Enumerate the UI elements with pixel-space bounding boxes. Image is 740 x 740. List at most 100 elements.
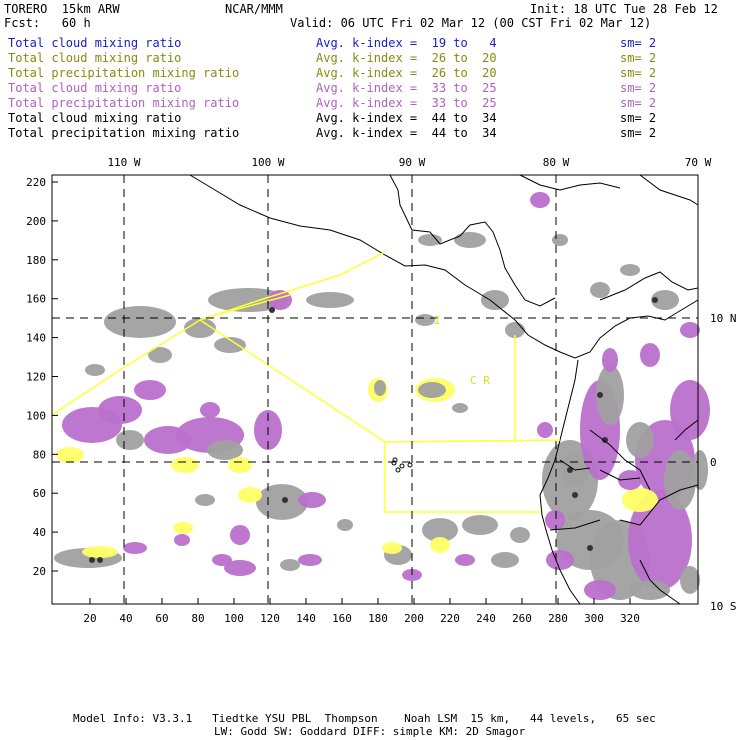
gray-field-patch xyxy=(415,314,435,326)
legend-sm: sm= 2 xyxy=(620,36,657,50)
boundary-line xyxy=(51,251,386,416)
y-tick-label: 80 xyxy=(33,448,46,461)
model-info: Model Info: V3.3.1 Tiedtke YSU PBL Thomp… xyxy=(73,712,656,725)
purple-field-patch xyxy=(298,554,322,566)
coastline xyxy=(674,419,699,441)
x-tick-label: 200 xyxy=(404,612,424,625)
island xyxy=(391,460,397,466)
dark-core xyxy=(89,557,95,563)
yellow-field-patch xyxy=(238,487,262,503)
dark-core xyxy=(597,392,603,398)
legend-field: Total precipitation mixing ratio xyxy=(8,126,240,140)
purple-field-patch xyxy=(230,525,250,545)
gray-field-patch xyxy=(418,382,446,398)
longitude-label: 70 W xyxy=(685,156,712,169)
legend-index: Avg. k-index = 26 to 20 xyxy=(316,51,497,65)
purple-field-patch xyxy=(618,470,642,490)
purple-field-patch xyxy=(212,554,232,566)
legend-index: Avg. k-index = 33 to 25 xyxy=(316,81,497,95)
purple-field-patch xyxy=(545,510,565,530)
x-tick-label: 300 xyxy=(584,612,604,625)
purple-field-patch xyxy=(628,490,692,590)
gray-field-patch xyxy=(280,559,300,571)
dark-core xyxy=(587,545,593,551)
longitude-label: 90 W xyxy=(399,156,426,169)
coastline xyxy=(559,459,591,471)
x-tick-label: 100 xyxy=(224,612,244,625)
gray-field-patch xyxy=(422,518,458,542)
gray-field-patch xyxy=(664,450,696,510)
purple-field-patch xyxy=(200,402,220,418)
legend-sm: sm= 2 xyxy=(620,66,657,80)
region-label: C R xyxy=(470,374,490,387)
x-tick-label: 240 xyxy=(476,612,496,625)
gray-field-patch xyxy=(481,290,509,310)
purple-field-patch xyxy=(680,322,700,338)
longitude-label: 110 W xyxy=(107,156,140,169)
dark-core xyxy=(97,557,103,563)
yellow-field-patch xyxy=(173,522,193,534)
gray-field-patch xyxy=(462,515,498,535)
purple-field-patch xyxy=(530,192,550,208)
gray-field-patch xyxy=(491,552,519,568)
gray-field-patch xyxy=(596,365,624,425)
gray-field-patch xyxy=(452,403,468,413)
x-tick-label: 320 xyxy=(620,612,640,625)
gray-field-patch xyxy=(651,290,679,310)
purple-field-patch xyxy=(224,560,256,576)
y-tick-label: 220 xyxy=(26,176,46,189)
y-tick-label: 140 xyxy=(26,332,46,345)
gray-field-patch xyxy=(337,519,353,531)
x-tick-label: 280 xyxy=(548,612,568,625)
yellow-field-patch xyxy=(56,447,84,463)
gray-field-patch xyxy=(620,264,640,276)
purple-field-patch xyxy=(134,380,166,400)
x-tick-label: 80 xyxy=(191,612,204,625)
gray-field-patch xyxy=(85,364,105,376)
legend-sm: sm= 2 xyxy=(620,51,657,65)
x-tick-label: 160 xyxy=(332,612,352,625)
y-tick-label: 40 xyxy=(33,526,46,539)
gray-field-patch xyxy=(374,380,386,396)
dark-core xyxy=(602,437,608,443)
legend-index: Avg. k-index = 44 to 34 xyxy=(316,111,497,125)
coastline xyxy=(639,559,681,605)
coastline xyxy=(589,429,651,491)
legend-field: Total cloud mixing ratio xyxy=(8,36,182,50)
gray-field-patch xyxy=(104,306,176,338)
yellow-field-patch xyxy=(82,546,118,558)
y-tick-label: 180 xyxy=(26,254,46,267)
longitude-label: 100 W xyxy=(251,156,284,169)
dark-core xyxy=(567,467,573,473)
gray-field-patch xyxy=(195,494,215,506)
y-tick-label: 60 xyxy=(33,487,46,500)
purple-field-patch xyxy=(123,542,147,554)
y-tick-label: 100 xyxy=(26,409,46,422)
purple-field-patch xyxy=(670,380,710,440)
y-tick-label: 20 xyxy=(33,565,46,578)
yellow-field-patch xyxy=(622,488,658,512)
longitude-label: 80 W xyxy=(543,156,570,169)
latitude-label: 0 xyxy=(710,456,717,469)
x-tick-label: 120 xyxy=(260,612,280,625)
region-label: I xyxy=(434,314,441,327)
valid-time: Valid: 06 UTC Fri 02 Mar 12 (00 CST Fri … xyxy=(290,16,652,30)
gray-field-patch xyxy=(184,318,216,338)
x-tick-label: 220 xyxy=(440,612,460,625)
model-physics: LW: Godd SW: Goddard DIFF: simple KM: 2D… xyxy=(214,725,526,738)
gray-field-patch xyxy=(552,234,568,246)
yellow-field-patch xyxy=(228,457,252,473)
legend-sm: sm= 2 xyxy=(620,96,657,110)
legend-index: Avg. k-index = 26 to 20 xyxy=(316,66,497,80)
forecast-hour: Fcst: 60 h xyxy=(4,16,91,30)
x-tick-label: 20 xyxy=(83,612,96,625)
model-title: TORERO 15km ARW xyxy=(4,2,120,16)
coastline xyxy=(549,519,601,531)
legend-field: Total precipitation mixing ratio xyxy=(8,96,240,110)
plot-frame xyxy=(51,174,699,605)
gray-field-patch xyxy=(590,282,610,298)
purple-field-patch xyxy=(640,343,660,367)
y-tick-label: 160 xyxy=(26,293,46,306)
purple-field-patch xyxy=(546,550,574,570)
